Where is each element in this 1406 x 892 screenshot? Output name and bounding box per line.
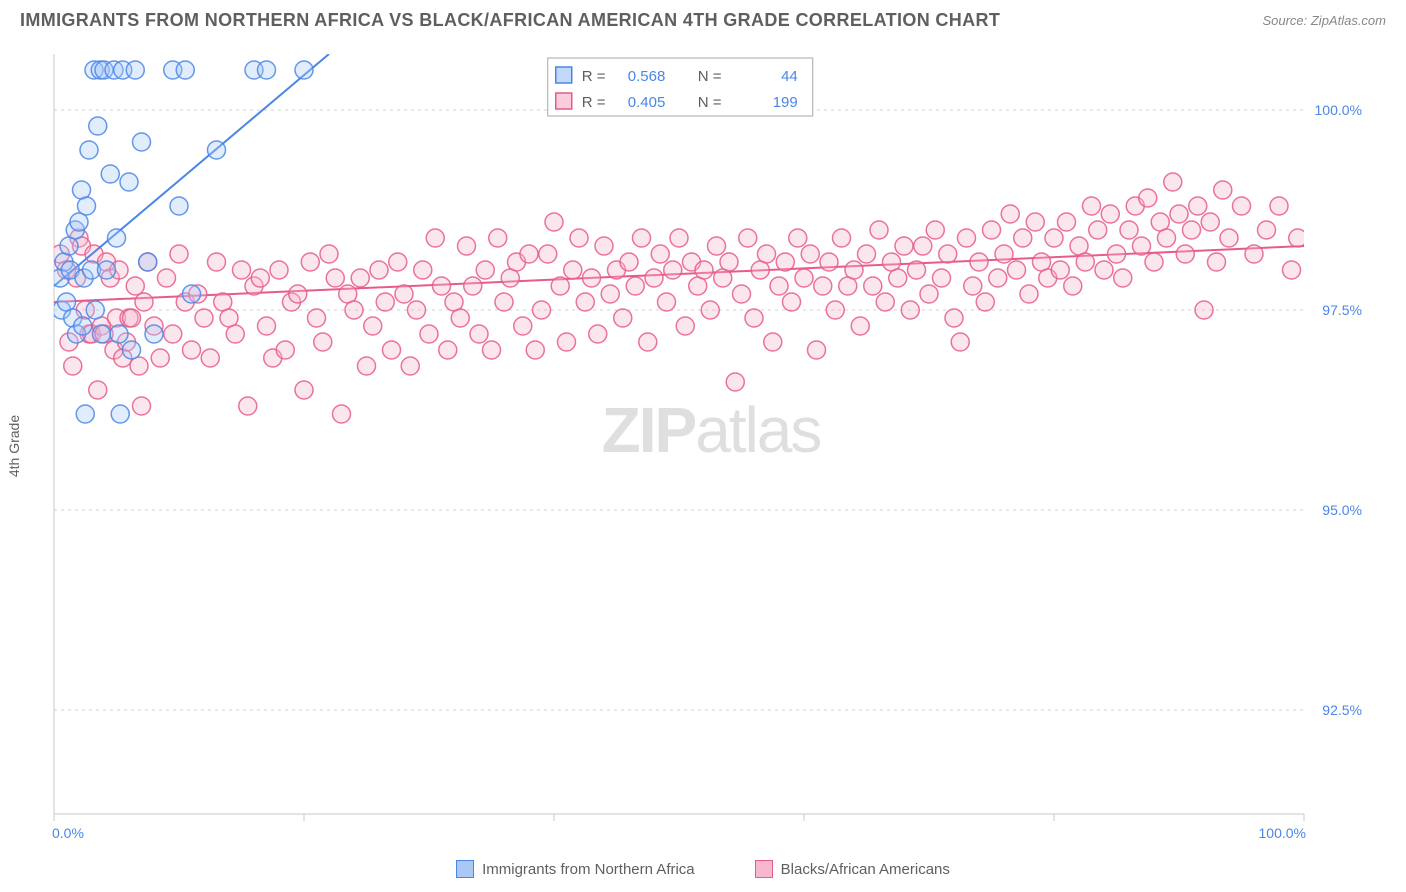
svg-text:R =: R = [582, 94, 606, 111]
chart-title: IMMIGRANTS FROM NORTHERN AFRICA VS BLACK… [20, 10, 1000, 31]
legend-item-pink: Blacks/African Americans [755, 860, 950, 878]
chart-container: 92.5% 95.0% 97.5% 100.0% 0.0% 100.0% R = 0.568 N… [48, 48, 1374, 844]
y-axis-title: 4th Grade [6, 415, 22, 477]
legend-swatch-pink [755, 860, 773, 878]
svg-text:0.568: 0.568 [628, 68, 666, 85]
svg-text:44: 44 [781, 68, 798, 85]
svg-text:97.5%: 97.5% [1322, 302, 1362, 318]
svg-text:100.0%: 100.0% [1259, 825, 1306, 841]
legend-label-pink: Blacks/African Americans [781, 861, 950, 878]
bottom-legend: Immigrants from Northern Africa Blacks/A… [0, 860, 1406, 878]
chart-header: IMMIGRANTS FROM NORTHERN AFRICA VS BLACK… [0, 0, 1406, 36]
source-prefix: Source: [1262, 13, 1310, 28]
source-name: ZipAtlas.com [1311, 13, 1386, 28]
legend-label-blue: Immigrants from Northern Africa [482, 861, 695, 878]
svg-text:0.0%: 0.0% [52, 825, 84, 841]
chart-source: Source: ZipAtlas.com [1262, 13, 1386, 28]
legend-swatch-blue [456, 860, 474, 878]
svg-text:100.0%: 100.0% [1315, 102, 1362, 118]
svg-text:0.405: 0.405 [628, 94, 666, 111]
svg-text:95.0%: 95.0% [1322, 502, 1362, 518]
legend-item-blue: Immigrants from Northern Africa [456, 860, 695, 878]
svg-text:R =: R = [582, 68, 606, 85]
svg-text:N =: N = [698, 94, 722, 111]
svg-text:N =: N = [698, 68, 722, 85]
scatter-chart: 92.5% 95.0% 97.5% 100.0% 0.0% 100.0% R = 0.568 N… [48, 48, 1374, 844]
svg-text:199: 199 [773, 94, 798, 111]
svg-text:92.5%: 92.5% [1322, 702, 1362, 718]
